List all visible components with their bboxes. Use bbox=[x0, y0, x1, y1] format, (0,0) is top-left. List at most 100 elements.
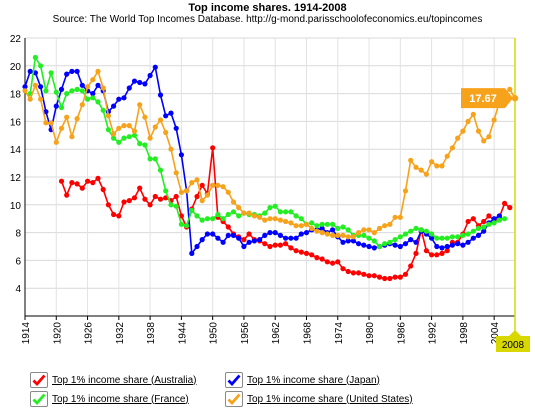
data-point bbox=[382, 275, 388, 282]
data-point bbox=[90, 91, 96, 97]
data-point bbox=[502, 200, 508, 206]
value-callout-label: 17.67 bbox=[469, 93, 497, 105]
data-point bbox=[449, 234, 455, 240]
data-point bbox=[340, 239, 346, 245]
data-point bbox=[288, 220, 294, 226]
data-point bbox=[293, 235, 299, 241]
data-point bbox=[283, 218, 289, 225]
data-point bbox=[215, 182, 221, 188]
data-point bbox=[303, 250, 310, 256]
data-point bbox=[356, 230, 362, 236]
data-point bbox=[95, 68, 101, 74]
data-point bbox=[157, 92, 164, 98]
legend-label-japan[interactable]: Top 1% income share (Japan) bbox=[247, 374, 380, 386]
data-point bbox=[434, 235, 440, 241]
data-point bbox=[465, 231, 471, 237]
data-point bbox=[481, 218, 487, 225]
legend-label-united-states[interactable]: Top 1% income share (United States) bbox=[247, 393, 413, 405]
data-point bbox=[241, 210, 247, 216]
data-point bbox=[371, 273, 377, 279]
data-point bbox=[152, 193, 158, 200]
data-point bbox=[429, 235, 435, 241]
data-point bbox=[366, 243, 372, 250]
legend-item-united-states[interactable]: Top 1% income share (United States) bbox=[225, 391, 413, 407]
data-point bbox=[100, 85, 106, 91]
data-point bbox=[449, 145, 455, 151]
data-point bbox=[236, 205, 242, 211]
data-point bbox=[126, 134, 132, 140]
y-tick-label: 14 bbox=[10, 145, 22, 156]
data-point bbox=[100, 186, 106, 193]
data-point bbox=[189, 180, 195, 186]
data-point bbox=[277, 209, 283, 215]
data-point bbox=[345, 227, 351, 233]
data-point bbox=[173, 193, 179, 200]
data-point bbox=[246, 210, 252, 216]
data-point bbox=[157, 167, 164, 173]
x-tick-label: 1962 bbox=[271, 322, 282, 345]
data-point bbox=[79, 102, 85, 108]
data-point bbox=[184, 188, 190, 194]
data-point bbox=[429, 252, 435, 258]
data-point bbox=[439, 235, 445, 241]
data-point bbox=[475, 225, 482, 231]
data-point bbox=[283, 209, 289, 215]
checkbox-australia[interactable] bbox=[30, 372, 48, 388]
data-point bbox=[225, 224, 231, 230]
data-point bbox=[152, 124, 158, 130]
data-point bbox=[371, 238, 377, 244]
data-point bbox=[121, 199, 127, 205]
checkbox-japan[interactable] bbox=[225, 372, 243, 388]
data-point bbox=[126, 198, 132, 204]
series-top-income-share-united-states- bbox=[22, 68, 518, 240]
data-point bbox=[434, 163, 440, 169]
data-point bbox=[189, 250, 195, 256]
data-point bbox=[366, 235, 372, 241]
data-point bbox=[147, 135, 153, 141]
x-tick-label: 1956 bbox=[240, 322, 251, 345]
data-point bbox=[194, 213, 200, 219]
checkbox-france[interactable] bbox=[30, 391, 48, 407]
data-point bbox=[314, 223, 320, 229]
data-point bbox=[418, 167, 424, 173]
data-point bbox=[491, 117, 497, 123]
data-point bbox=[236, 213, 242, 219]
legend-label-france[interactable]: Top 1% income share (France) bbox=[52, 393, 189, 405]
data-point bbox=[43, 88, 49, 94]
data-point bbox=[288, 245, 294, 251]
data-point bbox=[356, 270, 362, 276]
data-point bbox=[100, 107, 106, 113]
legend-item-australia[interactable]: Top 1% income share (Australia) bbox=[30, 372, 197, 388]
data-point bbox=[272, 242, 278, 248]
legend-item-japan[interactable]: Top 1% income share (Japan) bbox=[225, 372, 380, 388]
data-point bbox=[288, 209, 294, 215]
data-point bbox=[142, 142, 148, 148]
data-point bbox=[69, 88, 75, 94]
checkbox-united-states[interactable] bbox=[225, 391, 243, 407]
data-point bbox=[408, 263, 414, 269]
data-point bbox=[236, 235, 242, 241]
x-tick-label: 1968 bbox=[302, 322, 313, 345]
data-point bbox=[361, 227, 367, 233]
data-point bbox=[470, 216, 476, 222]
y-tick-label: 10 bbox=[10, 201, 22, 212]
data-point bbox=[444, 153, 450, 159]
data-point bbox=[267, 230, 273, 236]
y-tick-label: 4 bbox=[15, 284, 21, 295]
data-point bbox=[434, 252, 440, 258]
legend-item-france[interactable]: Top 1% income share (France) bbox=[30, 391, 189, 407]
data-point bbox=[142, 196, 148, 202]
data-point bbox=[387, 275, 393, 282]
x-tick-label: 1980 bbox=[365, 322, 376, 345]
data-point bbox=[199, 237, 205, 243]
data-point bbox=[376, 274, 383, 280]
y-tick-label: 6 bbox=[15, 256, 21, 267]
data-point bbox=[303, 230, 310, 236]
x-tick-label: 1938 bbox=[146, 322, 157, 345]
data-point bbox=[111, 135, 117, 141]
data-point bbox=[111, 103, 117, 109]
data-point bbox=[272, 216, 278, 222]
data-point bbox=[502, 216, 508, 222]
legend-label-australia[interactable]: Top 1% income share (Australia) bbox=[52, 374, 197, 386]
data-point bbox=[168, 202, 174, 208]
